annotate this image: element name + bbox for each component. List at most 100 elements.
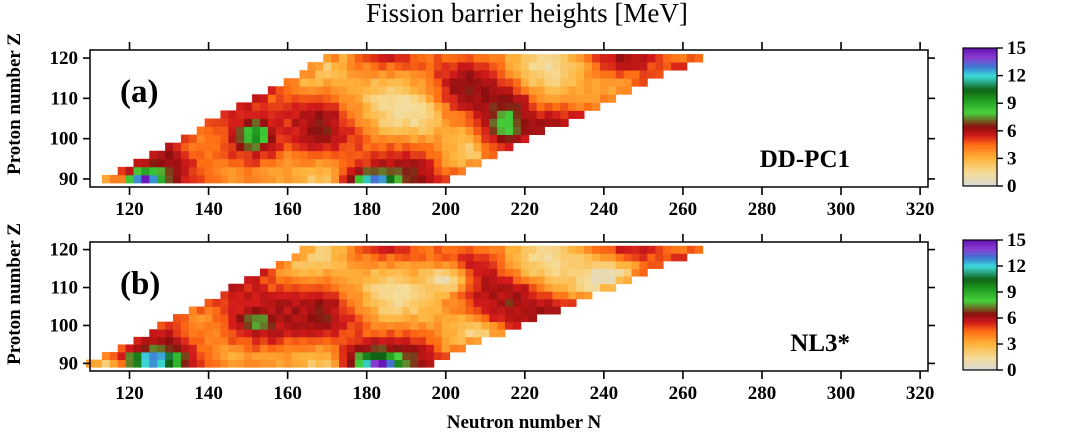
heatmap-cell (299, 314, 308, 323)
heatmap-cell (291, 314, 300, 323)
heatmap-cell (346, 268, 356, 277)
heatmap-cell (267, 314, 277, 323)
heatmap-cell (370, 298, 379, 307)
heatmap-cell (267, 118, 277, 127)
heatmap-cell (173, 166, 182, 176)
heatmap-cell (394, 70, 403, 79)
heatmap-cell (259, 298, 269, 307)
heatmap-cell (465, 54, 474, 63)
heatmap-cell (283, 86, 292, 95)
heatmap-cell (196, 158, 206, 168)
heatmap-cell (196, 336, 206, 345)
heatmap-cell (267, 321, 277, 330)
heatmap-cell (204, 321, 213, 330)
heatmap-cell (433, 291, 443, 300)
colorbar-tick-label: 15 (1007, 230, 1026, 251)
heatmap-cell (299, 70, 308, 79)
heatmap-cell (489, 102, 498, 111)
heatmap-cell (283, 298, 292, 307)
heatmap-cell (109, 359, 119, 368)
heatmap-cell (180, 321, 190, 330)
heatmap-cell (418, 70, 427, 79)
heatmap-cell (536, 78, 545, 87)
heatmap-cell (307, 134, 316, 144)
heatmap-cell (346, 321, 356, 330)
heatmap-cell (331, 78, 340, 87)
heatmap-cell (307, 94, 316, 103)
heatmap-cell (220, 291, 229, 300)
heatmap-cell (441, 78, 451, 87)
colorbar-segment (963, 240, 997, 243)
colorbar-segment (963, 285, 997, 289)
heatmap-cell (584, 245, 593, 254)
heatmap-cell (323, 134, 332, 144)
heatmap-cell (449, 78, 459, 87)
heatmap-cell (378, 174, 387, 184)
heatmap-cell (457, 70, 466, 79)
heatmap-cell (378, 352, 387, 361)
heatmap-cell (489, 126, 498, 136)
heatmap-cell (236, 134, 245, 144)
colorbar-segment (963, 294, 997, 297)
heatmap-cell (157, 359, 166, 368)
heatmap-cell (671, 253, 680, 262)
heatmap-cell (370, 352, 379, 361)
heatmap-cell (655, 62, 664, 71)
heatmap-cell (433, 102, 443, 111)
heatmap-cell (433, 118, 443, 127)
heatmap-cell (584, 283, 593, 292)
heatmap-cell (473, 134, 482, 144)
heatmap-cell (315, 102, 324, 111)
heatmap-cell (315, 78, 324, 87)
heatmap-cell (236, 102, 245, 111)
heatmap-cell (489, 283, 498, 292)
heatmap-cell (196, 306, 206, 315)
heatmap-cell (497, 102, 506, 111)
heatmap-cell (481, 321, 490, 330)
heatmap-cell (592, 70, 601, 79)
heatmap-cell (133, 359, 142, 368)
heatmap-cell (244, 329, 253, 338)
colorbar-segment (963, 246, 997, 250)
colorbar-segment (963, 71, 997, 74)
heatmap-cell (204, 158, 213, 168)
x-tick-label: 300 (827, 383, 856, 404)
heatmap-cell (568, 78, 577, 87)
heatmap-cell (133, 344, 142, 353)
heatmap-cell (370, 70, 379, 79)
heatmap-cell (259, 150, 269, 160)
heatmap-cell (418, 126, 427, 136)
colorbar-segment (963, 344, 997, 347)
heatmap-cell (323, 321, 332, 330)
heatmap-cell (180, 158, 190, 168)
heatmap-cell (425, 352, 435, 361)
heatmap-cell (346, 291, 356, 300)
colorbar-segment (963, 82, 997, 86)
heatmap-cell (252, 276, 261, 285)
heatmap-cell (410, 352, 419, 361)
heatmap-cell (228, 352, 237, 361)
heatmap-cell (536, 118, 545, 127)
axis-ticks-a (83, 42, 935, 195)
heatmap-cell (520, 298, 530, 307)
heatmap-cell (449, 276, 459, 285)
heatmap-cell (449, 314, 459, 323)
heatmap-cell (410, 62, 419, 71)
colorbar-segment (963, 100, 997, 104)
colorbar-segment (963, 119, 997, 123)
heatmap-cell (584, 70, 593, 79)
heatmap-cell (378, 62, 387, 71)
heatmap-cell (165, 344, 174, 353)
heatmap-cell (339, 174, 348, 184)
heatmap-cell (410, 283, 419, 292)
heatmap-cell (425, 110, 435, 119)
heatmap-cell (299, 102, 308, 111)
heatmap-cell (259, 142, 269, 152)
heatmap-cell (512, 260, 522, 269)
heatmap-cell (433, 110, 443, 119)
heatmap-cell (236, 158, 245, 168)
heatmap-cell (275, 352, 285, 361)
heatmap-cell (370, 110, 379, 119)
heatmap-cell (647, 245, 656, 254)
y-tick-label: 120 (50, 48, 79, 69)
